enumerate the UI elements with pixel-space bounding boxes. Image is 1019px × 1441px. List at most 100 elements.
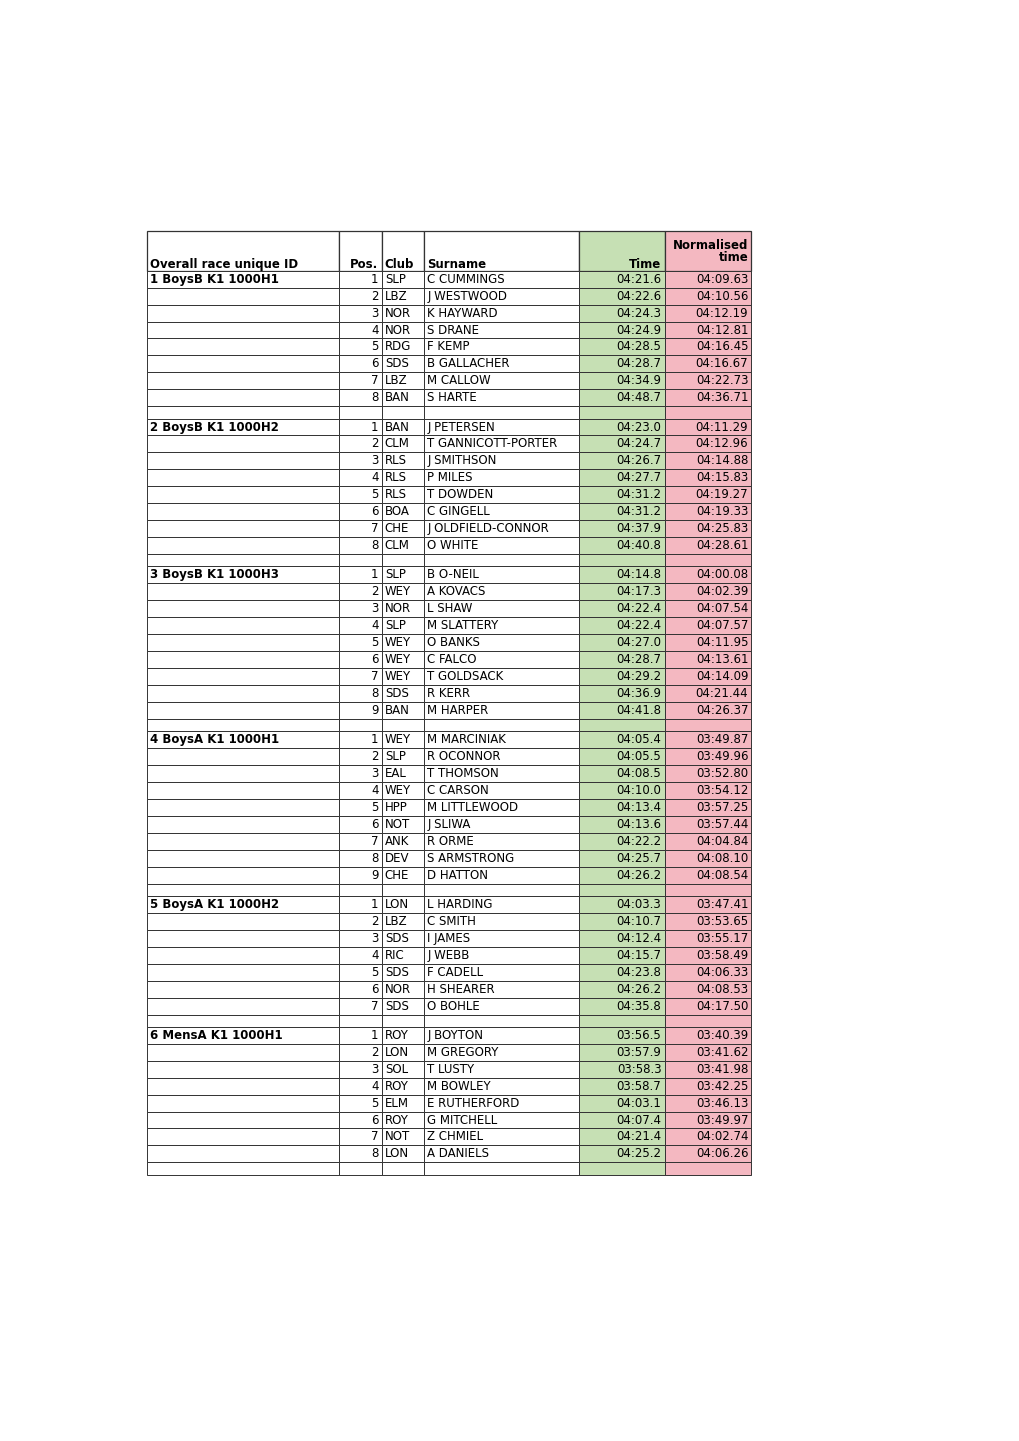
Bar (381, 520, 424, 537)
Text: 04:10.0: 04:10.0 (616, 784, 661, 797)
Text: CLM: CLM (384, 438, 410, 451)
Bar (424, 356, 579, 372)
Text: NOR: NOR (384, 983, 411, 996)
Bar (381, 304, 424, 321)
Text: HPP: HPP (384, 801, 408, 814)
Text: Surname: Surname (427, 258, 486, 271)
Bar (147, 1163, 338, 1174)
Bar (664, 1095, 751, 1111)
Text: 3 BoysB K1 1000H3: 3 BoysB K1 1000H3 (150, 568, 278, 581)
Bar (579, 833, 664, 850)
Bar (579, 1146, 664, 1163)
Bar (664, 1027, 751, 1043)
Bar (381, 883, 424, 896)
Text: 04:35.8: 04:35.8 (616, 1000, 661, 1013)
Bar (338, 1095, 381, 1111)
Bar (338, 389, 381, 406)
Text: 2: 2 (371, 585, 378, 598)
Bar (147, 231, 338, 271)
Text: R ORME: R ORME (427, 834, 474, 847)
Bar (381, 765, 424, 782)
Bar (424, 719, 579, 731)
Bar (424, 321, 579, 339)
Text: 04:25.2: 04:25.2 (615, 1147, 661, 1160)
Text: M MARCINIAK: M MARCINIAK (427, 733, 505, 746)
Bar (664, 470, 751, 486)
Bar (579, 288, 664, 304)
Bar (579, 406, 664, 418)
Text: 2: 2 (371, 915, 378, 928)
Bar (579, 981, 664, 997)
Bar (424, 503, 579, 520)
Text: 03:41.98: 03:41.98 (695, 1062, 748, 1075)
Bar (424, 866, 579, 883)
Text: 04:08.10: 04:08.10 (695, 852, 748, 865)
Bar (424, 651, 579, 669)
Text: 4: 4 (371, 948, 378, 961)
Bar (579, 782, 664, 798)
Bar (579, 669, 664, 684)
Text: 2: 2 (371, 1046, 378, 1059)
Text: L SHAW: L SHAW (427, 602, 473, 615)
Text: LON: LON (384, 898, 409, 911)
Text: 2: 2 (371, 438, 378, 451)
Text: 3: 3 (371, 602, 378, 615)
Bar (381, 555, 424, 566)
Bar (381, 798, 424, 816)
Text: 8: 8 (371, 852, 378, 865)
Text: 2 BoysB K1 1000H2: 2 BoysB K1 1000H2 (150, 421, 278, 434)
Text: 1: 1 (371, 733, 378, 746)
Bar (338, 1128, 381, 1146)
Bar (338, 816, 381, 833)
Bar (381, 435, 424, 452)
Text: SDS: SDS (384, 687, 409, 700)
Bar (424, 231, 579, 271)
Bar (147, 1146, 338, 1163)
Text: 04:07.54: 04:07.54 (695, 602, 748, 615)
Text: 04:08.54: 04:08.54 (695, 869, 748, 882)
Text: 03:57.44: 03:57.44 (695, 818, 748, 831)
Text: 6: 6 (371, 983, 378, 996)
Text: 8: 8 (371, 687, 378, 700)
Text: 04:16.67: 04:16.67 (695, 357, 748, 370)
Text: T GOLDSACK: T GOLDSACK (427, 670, 503, 683)
Text: 04:23.8: 04:23.8 (616, 965, 661, 978)
Text: J WESTWOOD: J WESTWOOD (427, 290, 506, 303)
Bar (424, 1163, 579, 1174)
Bar (147, 929, 338, 947)
Text: RIC: RIC (384, 948, 405, 961)
Bar (381, 702, 424, 719)
Text: RLS: RLS (384, 471, 407, 484)
Bar (424, 765, 579, 782)
Bar (338, 271, 381, 288)
Text: B O-NEIL: B O-NEIL (427, 568, 479, 581)
Bar (424, 418, 579, 435)
Text: ROY: ROY (384, 1079, 409, 1092)
Text: 3: 3 (371, 932, 378, 945)
Bar (664, 231, 751, 271)
Bar (579, 748, 664, 765)
Bar (424, 520, 579, 537)
Bar (579, 1078, 664, 1095)
Bar (381, 288, 424, 304)
Bar (424, 537, 579, 555)
Bar (424, 1111, 579, 1128)
Text: M BOWLEY: M BOWLEY (427, 1079, 490, 1092)
Bar (579, 850, 664, 866)
Text: 5: 5 (371, 488, 378, 501)
Bar (381, 231, 424, 271)
Bar (147, 503, 338, 520)
Bar (147, 964, 338, 981)
Bar (664, 981, 751, 997)
Bar (424, 782, 579, 798)
Text: S ARMSTRONG: S ARMSTRONG (427, 852, 515, 865)
Text: 04:36.71: 04:36.71 (695, 392, 748, 405)
Bar (424, 634, 579, 651)
Text: 4: 4 (371, 784, 378, 797)
Bar (381, 748, 424, 765)
Bar (381, 1014, 424, 1027)
Bar (579, 389, 664, 406)
Bar (147, 555, 338, 566)
Bar (424, 798, 579, 816)
Text: 3: 3 (371, 1062, 378, 1075)
